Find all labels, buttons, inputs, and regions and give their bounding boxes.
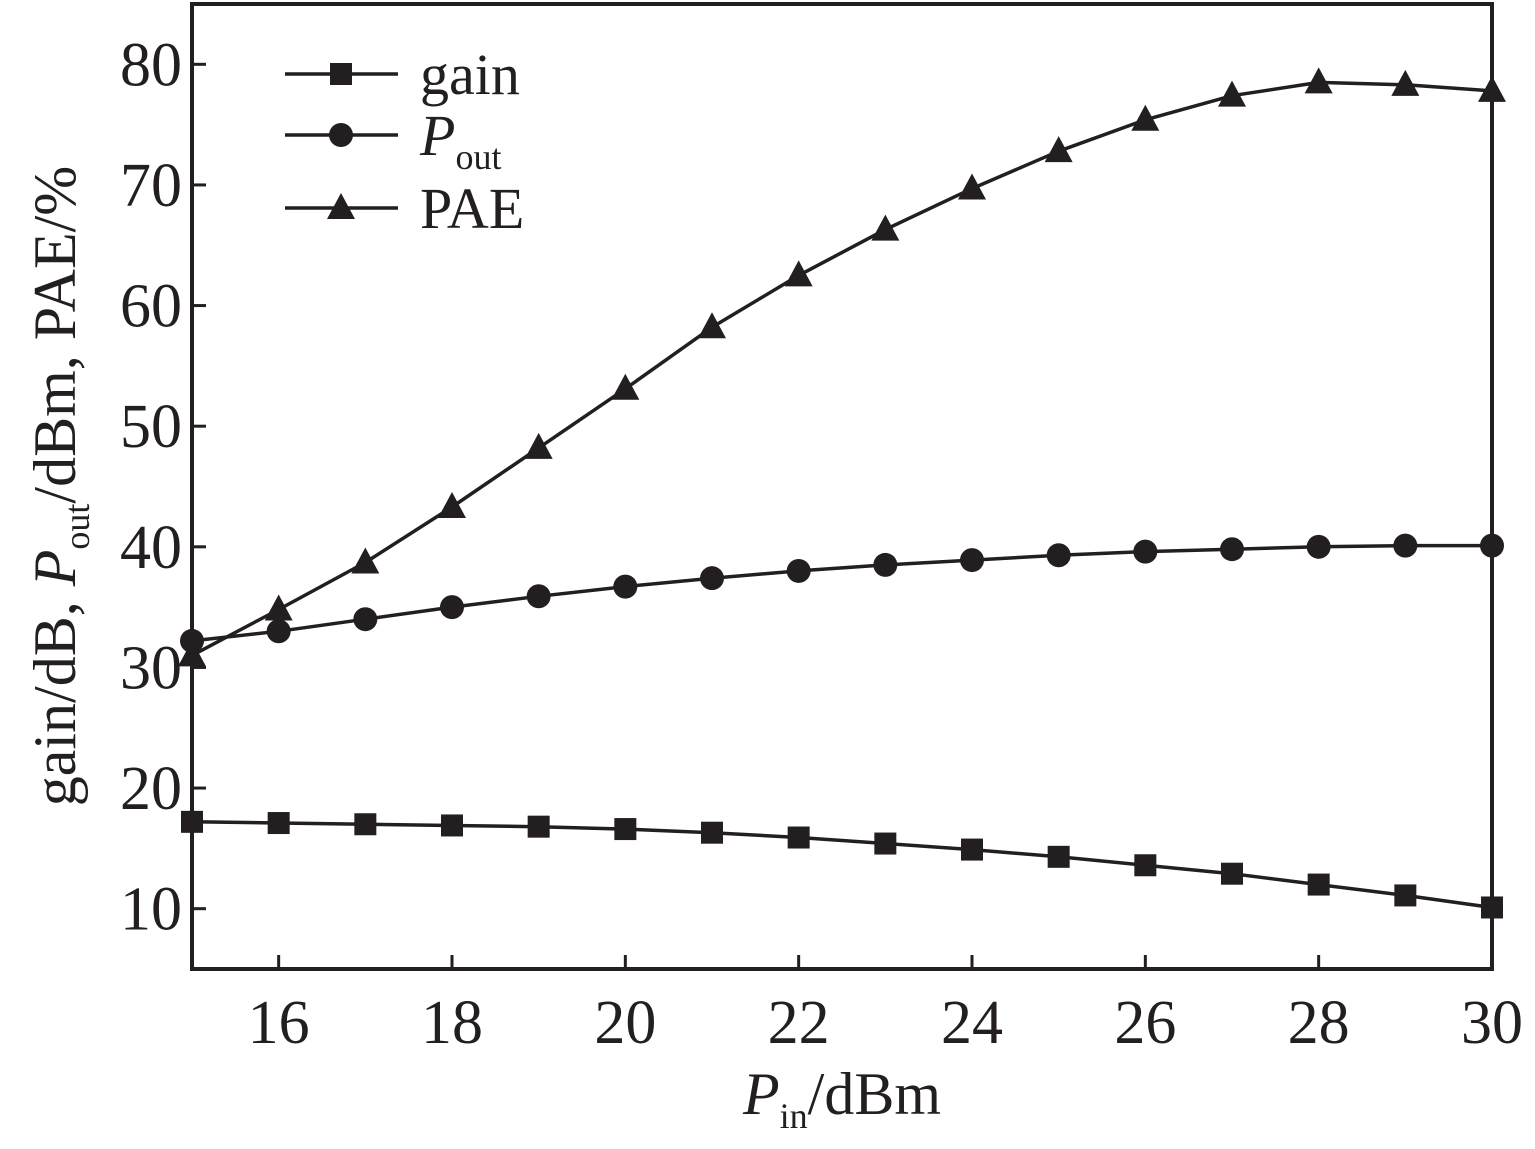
legend-item-pae: PAE [285,176,524,241]
data-point-gain [354,813,377,836]
data-point-gain [1221,862,1243,885]
y-axis-title-main: P [22,550,88,588]
data-point-gain [1394,884,1417,907]
y-tick-label: 30 [120,634,182,702]
data-point-pout [1133,539,1158,564]
y-tick-label: 50 [120,393,182,461]
data-point-gain [874,832,897,855]
data-point-pae [1304,67,1333,94]
data-point-pout [440,595,464,620]
data-point-pae [264,594,293,621]
series-layer [178,67,1506,919]
data-point-pout [613,574,638,599]
legend-marker-pout [329,123,353,147]
legend-item-pout: Pout [285,103,501,177]
y-tick-label: 60 [120,273,182,341]
data-point-pae [1391,69,1420,96]
data-point-gain [1307,873,1330,896]
plot-frame [190,2,1494,971]
data-point-pout [1393,533,1418,558]
series-gain [181,810,1503,919]
data-point-gain [1047,845,1070,868]
data-point-gain [701,821,723,844]
plot-border [190,2,1494,971]
data-point-pout [960,548,984,573]
y-axis-ticks: 10 20 30 40 50 60 70 80 [120,31,206,944]
data-point-gain [787,826,810,849]
x-axis-ticks: 16 18 20 22 24 26 28 30 [248,955,1523,1057]
data-point-gain [961,838,983,861]
y-tick-label: 10 [120,876,182,944]
x-axis-title-main: P [742,1061,780,1127]
legend-label-pout: Pout [419,103,501,177]
legend-item-gain: gain [285,42,520,107]
data-point-pae [611,373,640,400]
data-point-pout [873,552,898,577]
y-axis-title-rest: /dBm, PAE/% [22,166,88,504]
x-tick-label: 18 [421,989,483,1057]
data-point-pout [786,558,811,583]
y-tick-label: 40 [120,514,182,582]
data-point-pout [1306,534,1331,559]
data-point-gain [614,818,637,841]
data-point-gain [267,812,290,835]
data-point-pae [698,312,726,339]
data-point-gain [1134,854,1157,877]
data-point-pae [1131,104,1160,131]
y-axis-title-sub: out [57,504,97,550]
x-tick-label: 22 [768,989,830,1057]
series-line-pout [191,543,1492,643]
y-tick-label: 20 [120,755,182,823]
data-point-pae [1218,80,1246,107]
data-point-pae [351,547,380,574]
data-point-gain [181,810,203,833]
data-point-pae [958,173,986,200]
data-point-pout [266,619,291,644]
data-point-gain [1481,896,1503,919]
data-point-gain [441,814,463,837]
series-pae [178,67,1506,667]
data-point-pae [1044,136,1073,163]
legend-marker-pae [327,193,355,219]
data-point-pae [178,640,206,667]
x-tick-label: 24 [941,989,1003,1057]
data-point-pae [524,432,553,459]
data-point-pout [353,607,378,632]
data-point-pout [1046,543,1071,568]
x-axis-title-sub: in [780,1096,808,1136]
y-tick-label: 80 [120,31,182,99]
x-tick-label: 28 [1288,989,1350,1057]
data-point-pae [871,214,900,241]
data-point-gain [527,815,550,838]
x-tick-label: 26 [1114,989,1176,1057]
data-point-pout [1480,533,1504,558]
x-tick-label: 16 [248,989,310,1057]
data-point-pout [700,566,724,591]
series-line-gain [191,820,1493,910]
x-axis-title: Pin/dBm [742,1061,941,1136]
data-point-pae [784,260,813,287]
y-tick-label: 70 [120,152,182,220]
y-axis-title-pre: gain/dB, [22,586,88,806]
legend-label-gain: gain [420,42,520,107]
data-point-pout [526,584,551,609]
legend-label-pae: PAE [420,176,524,241]
data-point-pae [438,492,466,519]
x-tick-label: 30 [1461,989,1523,1057]
data-point-pae [1478,75,1506,102]
series-line-pae [191,80,1493,657]
data-point-pout [1220,537,1244,562]
x-axis-title-rest: /dBm [808,1061,941,1127]
legend-marker-gain [330,63,352,85]
series-pout [180,533,1504,653]
x-tick-label: 20 [594,989,656,1057]
y-axis-title: gain/dB, Pout/dBm, PAE/% [22,166,97,807]
